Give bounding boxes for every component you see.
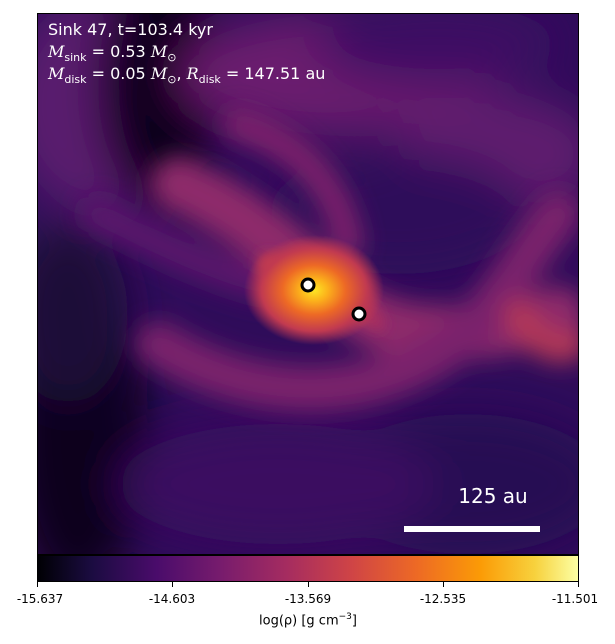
colorbar-tick-label: -13.569 bbox=[284, 592, 332, 606]
colorbar-label: log(ρ) [g cm−3] bbox=[37, 612, 579, 628]
colorbar-tick-label: -15.637 bbox=[16, 592, 64, 606]
sink-marker-primary bbox=[300, 277, 316, 293]
msink-value: 0.53 bbox=[110, 42, 146, 61]
colorbar-tick bbox=[578, 582, 579, 587]
colorbar-tick bbox=[172, 582, 173, 587]
sink-mass-label: Msink = 0.53 M⊙ bbox=[48, 42, 177, 65]
colorbar-tick bbox=[308, 582, 309, 587]
colorbar-label-exponent: −3 bbox=[338, 612, 352, 622]
colorbar-tick bbox=[37, 582, 38, 587]
colorbar-tick-label: -12.535 bbox=[419, 592, 467, 606]
colorbar-label-suffix: ] bbox=[351, 613, 357, 629]
colorbar-tick bbox=[443, 582, 444, 587]
colorbar-tick-label: -14.603 bbox=[148, 592, 196, 606]
scalebar-line bbox=[404, 526, 540, 532]
scalebar-label: 125 au bbox=[458, 484, 528, 508]
density-map: Sink 47, t=103.4 kyr Msink = 0.53 M⊙ Mdi… bbox=[37, 13, 579, 555]
sink-label: Sink 47, t=103.4 kyr bbox=[48, 20, 213, 39]
colorbar-tick-label: -11.501 bbox=[551, 592, 599, 606]
sink-marker-secondary bbox=[351, 306, 367, 322]
rdisk-value: 147.51 bbox=[244, 64, 301, 83]
colorbar-label-text: log(ρ) [g cm bbox=[259, 613, 339, 629]
rdisk-unit: au bbox=[305, 64, 326, 83]
density-image bbox=[38, 14, 578, 554]
mdisk-value: 0.05 bbox=[110, 64, 146, 83]
colorbar bbox=[37, 555, 579, 582]
disk-label: Mdisk = 0.05 M⊙, Rdisk = 147.51 au bbox=[48, 64, 326, 87]
msink-symbol: M bbox=[48, 42, 65, 61]
